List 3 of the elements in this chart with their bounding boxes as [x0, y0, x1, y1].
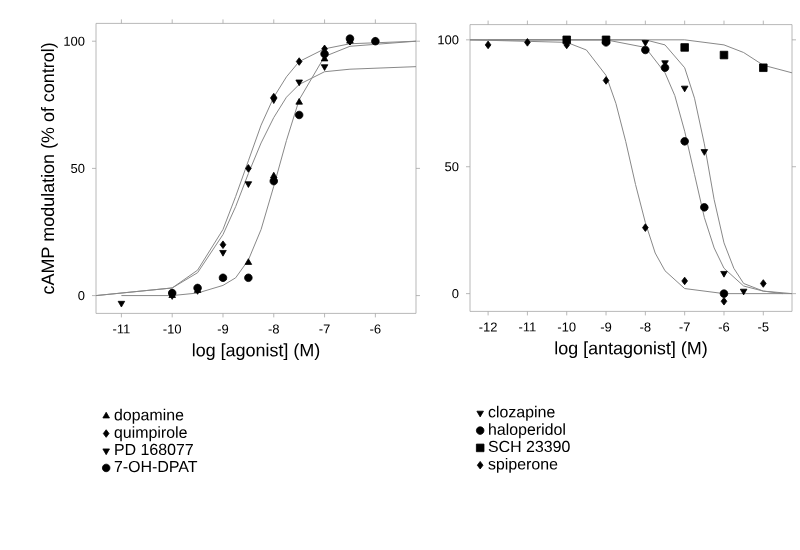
x-axis-title: log [antagonist] (M): [555, 341, 707, 358]
x-axis-title: log [agonist] (M): [192, 343, 320, 360]
y-axis-title: cAMP modulation (% of control): [40, 43, 58, 294]
